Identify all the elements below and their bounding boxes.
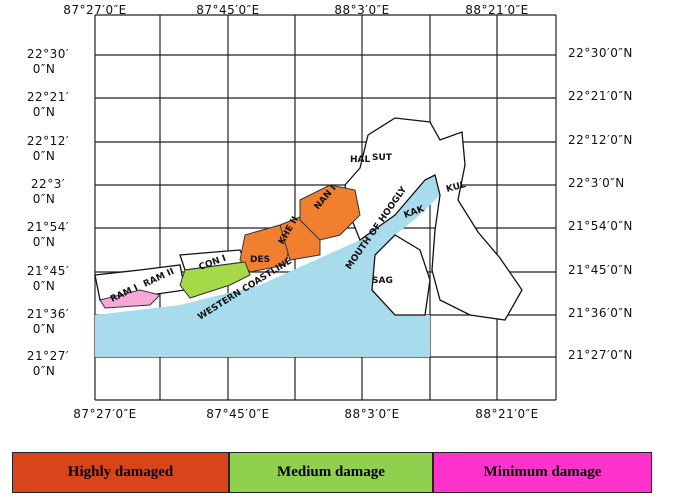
map: 87°27′0″E 87°45′0″E 88°3′0″E 88°21′0″E 87°27… bbox=[27, 3, 633, 421]
latitude-label: 22°12′ bbox=[27, 134, 69, 148]
latitude-label: 0″N bbox=[33, 105, 56, 119]
longitude-label: 87°27′0″E bbox=[73, 407, 136, 421]
latitude-label: 21°36′0″N bbox=[568, 306, 633, 320]
region-label: SUT bbox=[372, 153, 393, 163]
latitude-label: 22°21′ bbox=[27, 90, 69, 104]
latitude-label: 22°12′0″N bbox=[568, 133, 633, 147]
region-label: DES bbox=[250, 255, 270, 265]
longitude-label: 87°45′0″E bbox=[206, 407, 269, 421]
land bbox=[94, 117, 523, 321]
latitude-label: 21°45′0″N bbox=[568, 263, 633, 277]
latitude-label: 21°54′0″N bbox=[568, 219, 633, 233]
latitude-label: 22°21′0″N bbox=[568, 89, 633, 103]
latitude-label: 0″N bbox=[33, 322, 56, 336]
latitude-label: 21°36′ bbox=[27, 307, 69, 321]
latitude-label: 0″N bbox=[33, 62, 56, 76]
latitude-label: 21°54′ bbox=[27, 220, 69, 234]
latitude-label: 22°30′ bbox=[27, 47, 69, 61]
longitude-label: 88°21′0″E bbox=[475, 407, 538, 421]
longitude-label: 87°45′0″E bbox=[196, 3, 259, 17]
legend-item: Highly damaged bbox=[12, 452, 229, 493]
legend-item: Minimum damage bbox=[433, 452, 652, 493]
longitude-label: 88°3′0″E bbox=[334, 3, 389, 17]
longitude-label: 88°3′0″E bbox=[344, 407, 399, 421]
region-label: SAG bbox=[372, 276, 393, 286]
latitude-label: 22°3′0″N bbox=[568, 176, 625, 190]
latitude-label: 0″N bbox=[33, 192, 56, 206]
latitude-label: 22°30′0″N bbox=[568, 46, 633, 60]
latitude-label: 22°3′ bbox=[31, 177, 65, 191]
latitude-label: 0″N bbox=[33, 235, 56, 249]
latitude-label: 0″N bbox=[33, 279, 56, 293]
sea bbox=[95, 175, 440, 357]
latitude-label: 21°27′ bbox=[27, 349, 69, 363]
latitude-label: 21°27′0″N bbox=[568, 348, 633, 362]
legend-item: Medium damage bbox=[229, 452, 433, 493]
latitude-label: 0″N bbox=[33, 364, 56, 378]
latitude-label: 0″N bbox=[33, 149, 56, 163]
longitude-label: 88°21′0″E bbox=[465, 3, 528, 17]
damage-areas bbox=[99, 184, 361, 309]
latitude-label: 21°45′ bbox=[27, 264, 69, 278]
region-label: HAL bbox=[350, 155, 370, 165]
longitude-label: 87°27′0″E bbox=[63, 3, 126, 17]
